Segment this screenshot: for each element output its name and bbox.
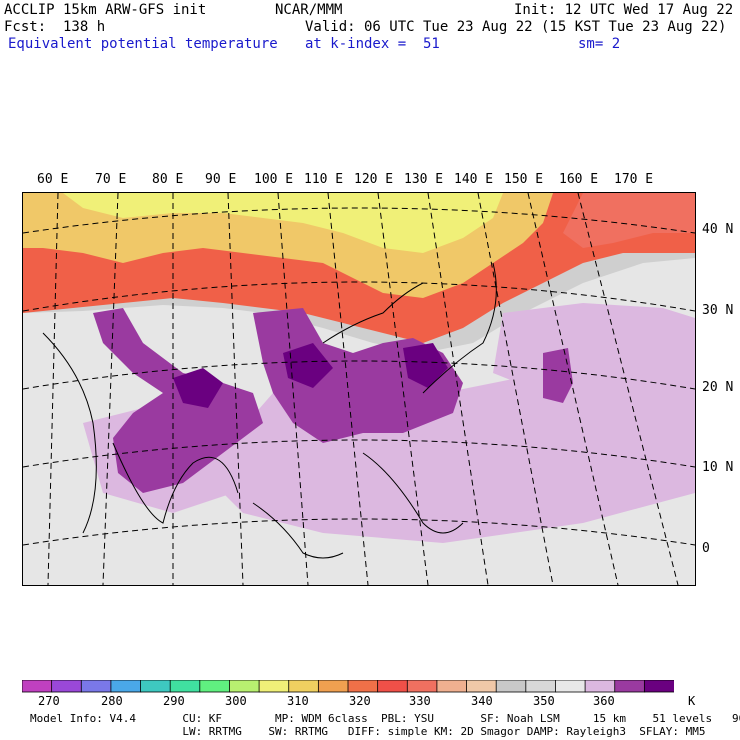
colorbar-cell [614,680,646,693]
lat-label-20n: 20 N [702,380,734,395]
colorbar-label-280: 280 [101,694,123,708]
valid-time: Valid: 06 UTC Tue 23 Aug 22 (15 KST Tue … [305,19,727,35]
lat-label-10n: 10 N [702,460,734,475]
colorbar-label-320: 320 [349,694,371,708]
colorbar-cell [643,680,674,693]
colorbar-cell [258,680,290,693]
colorbar-label-350: 350 [533,694,555,708]
lat-label-40n: 40 N [702,222,734,237]
model-info-line1: Model Info: V4.4 CU: KF MP: WDM 6class P… [30,712,740,725]
lon-label-160e: 160 E [559,172,599,187]
theta-max-south-asia [93,308,263,493]
model-title: ACCLIP 15km ARW-GFS init [4,2,207,18]
colorbar-cell [51,680,83,693]
org-label: NCAR/MMM [275,2,343,18]
colorbar-label-300: 300 [225,694,247,708]
colorbar-cell [436,680,468,693]
lon-label-100e: 100 E [254,172,294,187]
level-index: at k-index = 51 [305,36,440,52]
lon-label-130e: 130 E [404,172,444,187]
theta-e-map [22,192,696,586]
lat-label-0: 0 [702,541,710,556]
theta-peak-east-china-sea [403,343,448,388]
graticule [23,193,695,585]
lon-label-80e: 80 E [152,172,184,187]
colorbar-label-360: 360 [593,694,615,708]
lon-label-120e: 120 E [354,172,394,187]
model-info-line2: LW: RRTMG SW: RRTMG DIFF: simple KM: 2D … [30,725,706,738]
colorbar-label-290: 290 [163,694,185,708]
colorbar-cell [199,680,231,693]
colorbar-cell [169,680,201,693]
theta-peak-china [283,343,333,388]
lon-label-110e: 110 E [304,172,344,187]
colorbar-cell [495,680,527,693]
colorbar-cell [140,680,172,693]
colorbar-cell [377,680,409,693]
colorbar-cell [110,680,142,693]
theta-peak-bengal [173,368,223,408]
lon-label-60e: 60 E [37,172,69,187]
theta-max-pacific [543,348,573,403]
coastline-lines [42,262,497,559]
colorbar-unit: K [688,694,696,708]
colorbar-label-340: 340 [471,694,493,708]
lon-label-90e: 90 E [205,172,237,187]
colorbar-label-330: 330 [409,694,431,708]
lon-label-140e: 140 E [454,172,494,187]
colorbar-cell [406,680,438,693]
theta-band-335 [563,193,695,248]
colorbar-cell [466,680,498,693]
colorbar [22,680,674,693]
forecast-hour: Fcst: 138 h [4,19,106,35]
lat-label-30n: 30 N [702,303,734,318]
lon-label-150e: 150 E [504,172,544,187]
colorbar-label-270: 270 [38,694,60,708]
lon-label-70e: 70 E [95,172,127,187]
colorbar-cell [317,680,349,693]
colorbar-cell [555,680,586,693]
colorbar-cell [347,680,379,693]
colorbar-cell [229,680,260,693]
field-name: Equivalent potential temperature [8,36,278,52]
colorbar-cell [22,680,53,693]
smoothing-value: sm= 2 [578,36,621,52]
init-time: Init: 12 UTC Wed 17 Aug 22 [514,2,734,18]
colorbar-cell [584,680,616,693]
colorbar-cell [80,680,112,693]
colorbar-label-310: 310 [287,694,309,708]
colorbar-cell [288,680,320,693]
lon-label-170e: 170 E [614,172,654,187]
theta-max-east-asia [253,308,463,443]
colorbar-cell [525,680,557,693]
